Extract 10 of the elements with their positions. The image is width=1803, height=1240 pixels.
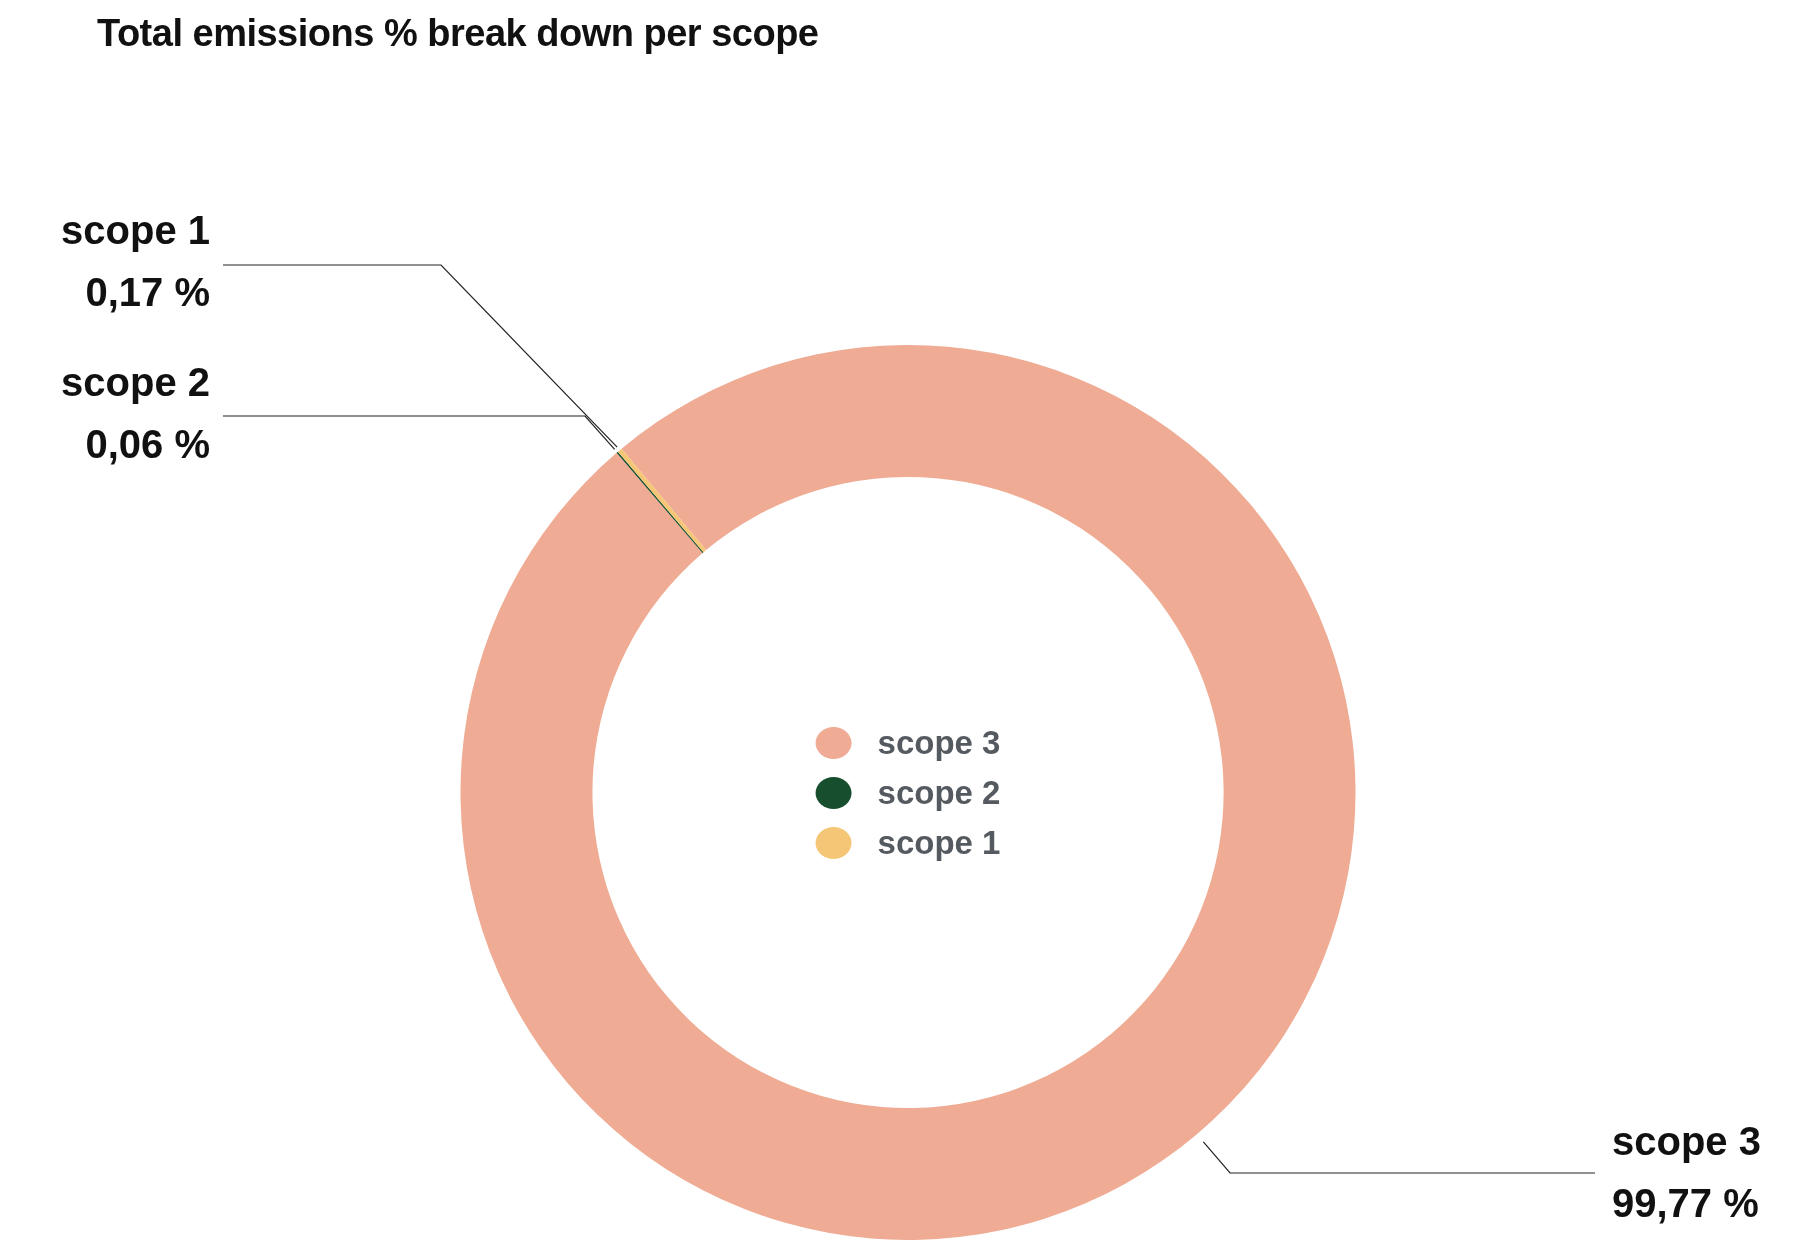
data-label: 0,17 % — [85, 270, 210, 315]
legend-label: scope 2 — [877, 773, 1001, 812]
data-label: 99,77 % — [1612, 1181, 1759, 1226]
chart-title: Total emissions % break down per scope — [97, 12, 819, 55]
slice-label: scope 2 — [61, 360, 210, 405]
slice-label: scope 3 — [1612, 1119, 1761, 1164]
legend-label: scope 1 — [877, 823, 1001, 862]
slice-label: scope 1 — [61, 208, 210, 253]
data-label: 0,06 % — [85, 422, 210, 467]
legend-label: scope 3 — [877, 723, 1001, 762]
